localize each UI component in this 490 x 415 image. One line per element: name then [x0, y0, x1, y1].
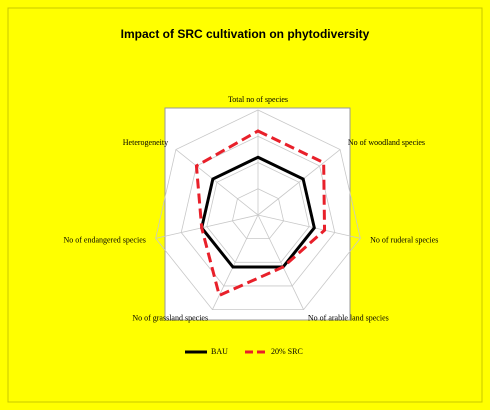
legend-label: 20% SRC	[271, 347, 303, 356]
plot-area	[164, 107, 351, 321]
frame	[7, 7, 483, 403]
axis-label: Total no of species	[228, 95, 288, 104]
grid-ring	[206, 162, 310, 263]
axis-spoke	[155, 214, 259, 239]
axis-label: Heterogeneity	[123, 138, 168, 147]
axis-label: No of endangered species	[63, 235, 145, 244]
axis-spoke	[257, 214, 361, 239]
legend-label: BAU	[211, 347, 228, 356]
axis-spoke	[175, 149, 259, 216]
grid-ring	[231, 188, 285, 240]
series-line	[194, 129, 327, 298]
axis-label: No of grassland species	[132, 313, 208, 322]
chart-title: Impact of SRC cultivation on phytodivers…	[121, 27, 370, 41]
grid-ring	[180, 135, 336, 287]
axis-spoke	[257, 214, 304, 310]
axis-spoke	[257, 149, 341, 216]
axis-label: No of ruderal species	[370, 235, 438, 244]
axis-label: No of woodland species	[348, 138, 425, 147]
series-line	[200, 155, 316, 269]
axis-label: No of arable land species	[308, 313, 389, 322]
grid-ring	[155, 109, 361, 311]
